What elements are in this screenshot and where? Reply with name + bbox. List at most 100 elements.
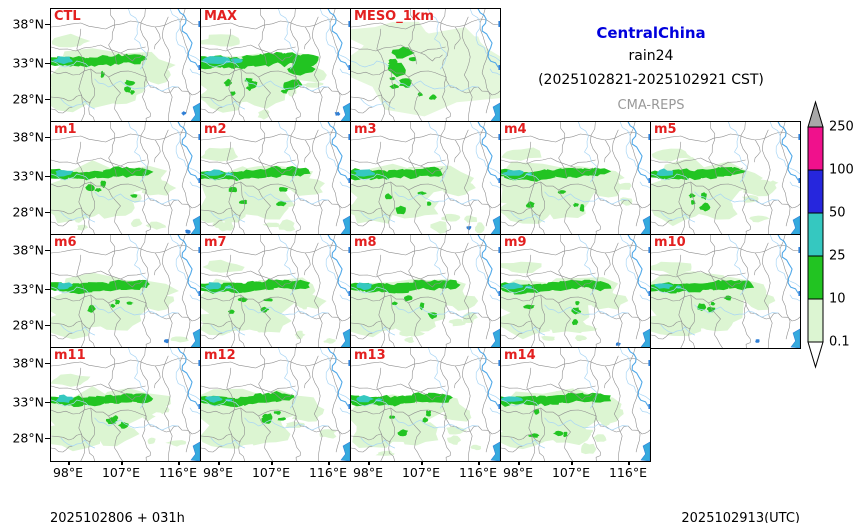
colorbar-tick-label: 0.1 (829, 335, 850, 350)
panel-label: CTL (54, 9, 81, 24)
valid-time-utc: 2025102913(UTC) (681, 511, 800, 523)
map-panel-m5: m5 (650, 121, 801, 236)
panel-label: MAX (204, 9, 238, 24)
precip-map (51, 9, 200, 122)
map-panel-m7: m7 (200, 234, 351, 349)
panel-label: m6 (54, 235, 77, 250)
colorbar-tick-label: 10 (829, 292, 846, 307)
lon-tick (68, 461, 70, 465)
lat-tick (45, 249, 50, 251)
colorbar-segment (807, 169, 824, 214)
precip-map (351, 235, 500, 348)
lon-tick-label: 116°E (158, 465, 197, 480)
lon-tick-label: 107°E (251, 465, 290, 480)
panel-label: m2 (204, 122, 227, 137)
precip-map (51, 348, 200, 461)
lon-tick (121, 461, 123, 465)
precip-map (201, 9, 350, 122)
colorbar-tick-label: 100 (829, 163, 854, 178)
panel-label: m4 (504, 122, 527, 137)
lon-tick (571, 461, 573, 465)
lat-tick (45, 211, 50, 213)
colorbar-segment (807, 298, 824, 343)
map-panel-m12: m12 (200, 347, 351, 462)
lat-tick (45, 324, 50, 326)
colorbar-tick-label: 50 (829, 206, 846, 221)
precip-map (501, 348, 650, 461)
init-time-line-1: 2025102806 + 031h (50, 511, 185, 523)
panel-label: m3 (354, 122, 377, 137)
lon-tick-label: 98°E (502, 465, 534, 480)
lon-tick (478, 461, 480, 465)
panel-label: m8 (354, 235, 377, 250)
lat-tick (45, 136, 50, 138)
lat-tick (45, 98, 50, 100)
lat-tick (45, 175, 50, 177)
map-panel-max: MAX (200, 8, 351, 123)
panel-label: m12 (204, 348, 236, 363)
map-panel-m10: m10 (650, 234, 801, 349)
lat-tick (45, 62, 50, 64)
region-title: CentralChina (596, 24, 706, 42)
lon-tick (368, 461, 370, 465)
lat-tick (45, 401, 50, 403)
lon-tick-label: 98°E (202, 465, 234, 480)
precip-map (351, 348, 500, 461)
precip-map (351, 9, 500, 122)
precip-map (51, 122, 200, 235)
map-panel-m2: m2 (200, 121, 351, 236)
precip-map (51, 235, 200, 348)
lon-tick-label: 116°E (608, 465, 647, 480)
map-panel-m9: m9 (500, 234, 651, 349)
precip-map (651, 235, 800, 348)
map-panel-m11: m11 (50, 347, 201, 462)
lat-tick-label: 38°N (12, 16, 44, 32)
lat-tick-label: 38°N (12, 242, 44, 258)
colorbar: 250 100 50 25 10 0.1 (800, 95, 860, 394)
map-panel-m8: m8 (350, 234, 501, 349)
valid-time-block: 2025102913(UTC) 2025102921(CST) (681, 480, 800, 523)
map-panel-m1: m1 (50, 121, 201, 236)
lon-tick-label: 116°E (308, 465, 347, 480)
precip-map (501, 235, 650, 348)
precip-map (201, 235, 350, 348)
precip-map (651, 122, 800, 235)
lon-tick (218, 461, 220, 465)
lat-tick-label: 38°N (12, 129, 44, 145)
lat-tick-label: 33°N (12, 55, 44, 71)
lat-tick (45, 362, 50, 364)
lon-tick-label: 107°E (401, 465, 440, 480)
colorbar-segment (807, 255, 824, 300)
precip-map (201, 348, 350, 461)
panel-label: m10 (654, 235, 686, 250)
panel-label: m14 (504, 348, 536, 363)
panel-label: m5 (654, 122, 677, 137)
lon-tick-label: 98°E (52, 465, 84, 480)
lat-tick-label: 28°N (12, 91, 44, 107)
model-name: CMA-REPS (617, 98, 685, 113)
panel-label: MESO_1km (354, 9, 434, 24)
precip-map (201, 122, 350, 235)
lat-tick-label: 38°N (12, 355, 44, 371)
lat-tick-label: 28°N (12, 317, 44, 333)
lat-tick-label: 28°N (12, 430, 44, 446)
lon-tick (178, 461, 180, 465)
colorbar-segment (807, 212, 824, 257)
panel-label: m11 (54, 348, 86, 363)
map-panel-m13: m13 (350, 347, 501, 462)
lon-tick (628, 461, 630, 465)
panel-label: m7 (204, 235, 227, 250)
map-panel-m3: m3 (350, 121, 501, 236)
lat-tick-label: 33°N (12, 281, 44, 297)
lon-tick (518, 461, 520, 465)
map-panel-m14: m14 (500, 347, 651, 462)
panel-label: m13 (354, 348, 386, 363)
panel-label: m1 (54, 122, 77, 137)
lon-tick-label: 107°E (101, 465, 140, 480)
variable-title: rain24 (628, 48, 674, 64)
precip-map (351, 122, 500, 235)
colorbar-under-arrow (807, 341, 824, 369)
map-panel-m4: m4 (500, 121, 651, 236)
colorbar-over-arrow (807, 100, 824, 128)
